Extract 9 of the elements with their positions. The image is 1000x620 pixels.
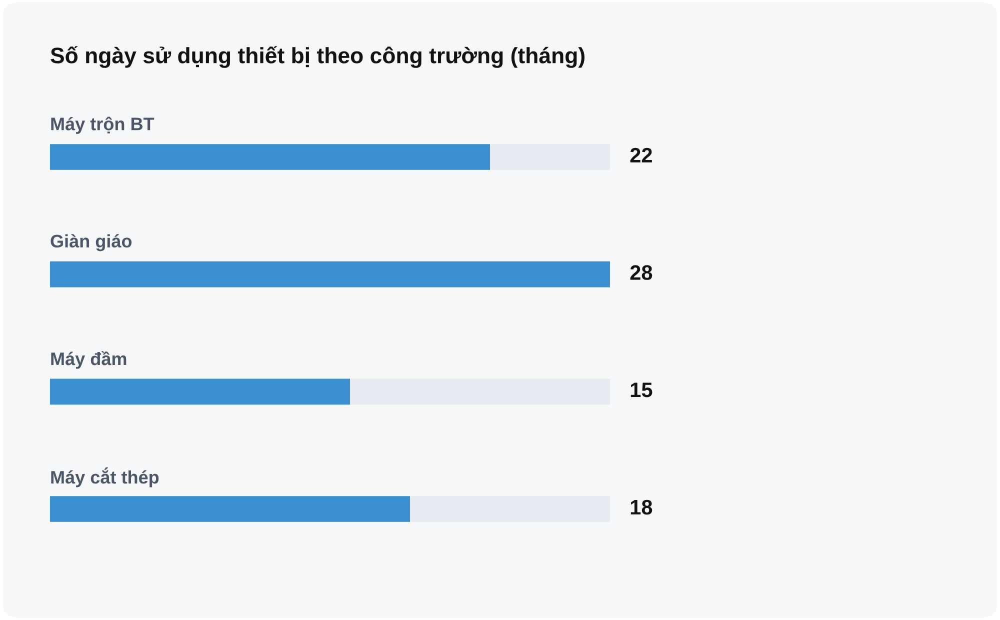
data-label: 28 bbox=[630, 265, 652, 280]
chart-title: Số ngày sử dụng thiết bị theo công trường (tháng) bbox=[50, 46, 584, 68]
y-tick-label: Máy cắt thép bbox=[51, 467, 159, 488]
y-tick-label: Giàn giáo bbox=[50, 234, 132, 252]
data-label: 18 bbox=[630, 500, 652, 515]
y-tick-label: Máy đầm bbox=[51, 351, 126, 369]
data-label: 22 bbox=[630, 148, 652, 162]
data-label: 15 bbox=[630, 382, 652, 398]
y-tick-label: Máy trộn BT bbox=[51, 116, 154, 134]
